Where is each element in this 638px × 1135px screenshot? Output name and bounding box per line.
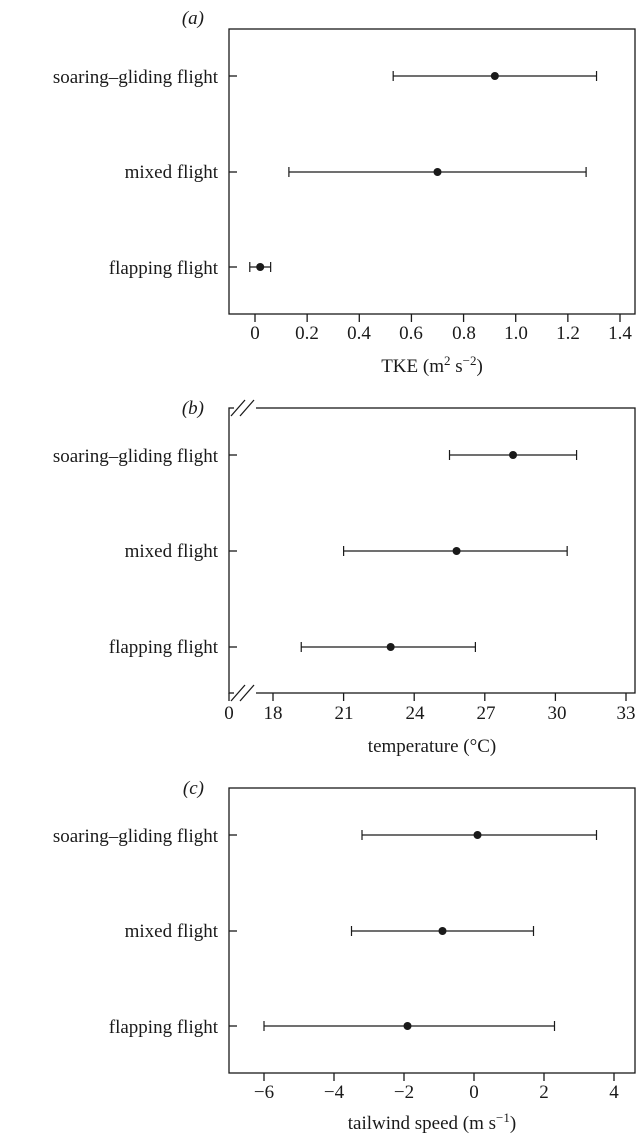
panel-c-xtick-label: −6: [254, 1082, 274, 1103]
panel-a-category-label: soaring–gliding flight: [53, 67, 219, 88]
panel-a-point: [490, 72, 499, 80]
panel-b-xtick-label: 33: [617, 703, 636, 724]
panel-c-category-label: flapping flight: [109, 1017, 219, 1038]
panel-c-label: (c): [183, 778, 204, 799]
panel-a-xtick-label: 0.2: [295, 323, 319, 344]
panel-b-xtick-label: 27: [477, 703, 496, 724]
panel-b-point: [509, 451, 518, 459]
panel-c-xticks: −6 −4 −2 0 2 4: [254, 1082, 619, 1103]
panel-c-point: [438, 927, 447, 935]
panel-a-xlabel: TKE (m2 s−2): [381, 353, 483, 377]
panel-a-xtick-label: 1.4: [608, 323, 632, 344]
panel-c-xtick-label: −2: [394, 1082, 414, 1103]
panel-b-axis-break-top: [230, 399, 256, 417]
panel-c-category-label: soaring–gliding flight: [53, 826, 219, 847]
panel-b-xtick-label: 21: [335, 703, 354, 724]
panel-a-xtick-label: 0.8: [452, 323, 476, 344]
panel-b-xlabel: temperature (°C): [368, 736, 496, 757]
panel-a-xtick-label: 0.6: [399, 323, 423, 344]
panel-b-xtick-label: 30: [548, 703, 567, 724]
panel-b-categories: soaring–gliding flight mixed flight flap…: [53, 446, 219, 658]
panel-b-xtick-label: 18: [264, 703, 283, 724]
panel-c-category-label: mixed flight: [125, 921, 219, 942]
panel-a: (a) soaring–gliding flight mixed flight …: [53, 8, 636, 377]
panel-b-category-label: flapping flight: [109, 637, 219, 658]
panel-c-point: [403, 1022, 412, 1030]
panel-b-point: [452, 547, 461, 555]
panel-a-xtick-label: 0.4: [347, 323, 371, 344]
panel-c-xtick-label: 4: [609, 1082, 619, 1103]
panel-a-point: [256, 263, 265, 271]
panel-b-axis-break-bottom: [230, 684, 256, 702]
panel-a-xticks: 0 0.2 0.4 0.6 0.8 1.0 1.2 1.4: [250, 323, 632, 344]
panel-b-category-label: soaring–gliding flight: [53, 446, 219, 467]
panel-b-point: [386, 643, 395, 651]
panel-b-xtick-label: 24: [406, 703, 426, 724]
panel-c-xtick-label: 2: [539, 1082, 549, 1103]
panel-c-point: [473, 831, 482, 839]
panel-a-xtick-label: 1.2: [556, 323, 580, 344]
panel-a-category-label: flapping flight: [109, 258, 219, 279]
panel-a-xtick-label: 1.0: [504, 323, 528, 344]
panel-a-category-label: mixed flight: [125, 162, 219, 183]
panel-c: (c) soaring–gliding flight mixed flight …: [53, 778, 636, 1134]
panel-c-categories: soaring–gliding flight mixed flight flap…: [53, 826, 219, 1038]
panel-c-marks: [229, 830, 615, 1081]
panel-b-xtick-label: 0: [224, 703, 234, 724]
panel-b-marks: [228, 450, 627, 701]
panel-a-point: [433, 168, 442, 176]
panel-b-category-label: mixed flight: [125, 541, 219, 562]
panel-b-label: (b): [182, 398, 204, 419]
panel-c-xlabel: tailwind speed (m s−1): [348, 1110, 516, 1134]
panel-a-xtick-label: 0: [250, 323, 260, 344]
panel-b: (b) soaring–gliding flight mixed flight …: [53, 398, 636, 757]
panel-a-label: (a): [182, 8, 204, 29]
panel-a-categories: soaring–gliding flight mixed flight flap…: [53, 67, 219, 279]
panel-b-xticks: 0 18 21 24 27 30 33: [224, 703, 635, 724]
panel-c-xtick-label: −4: [324, 1082, 345, 1103]
panel-c-xtick-label: 0: [469, 1082, 479, 1103]
panel-a-marks: [229, 71, 621, 322]
